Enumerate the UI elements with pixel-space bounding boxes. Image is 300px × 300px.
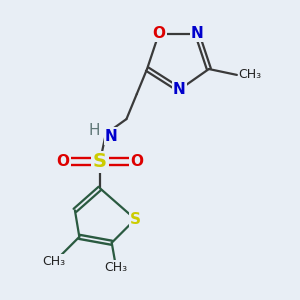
Text: N: N [191, 26, 203, 41]
Text: S: S [93, 152, 107, 171]
Text: O: O [57, 154, 70, 169]
Text: N: N [173, 82, 186, 97]
Text: H: H [89, 123, 100, 138]
Text: O: O [152, 26, 165, 41]
Text: CH₃: CH₃ [43, 255, 66, 268]
Text: CH₃: CH₃ [238, 68, 262, 81]
Text: S: S [130, 212, 141, 227]
Text: O: O [130, 154, 143, 169]
Text: N: N [105, 129, 118, 144]
Text: CH₃: CH₃ [105, 261, 128, 274]
